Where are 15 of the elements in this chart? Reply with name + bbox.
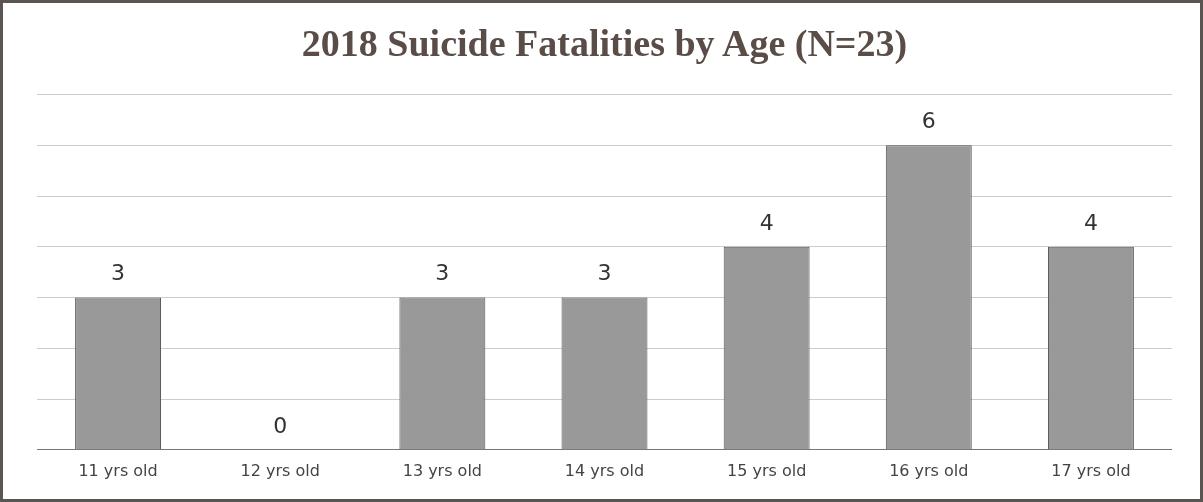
x-tick-label: 15 yrs old [726,460,807,480]
data-label: 3 [597,260,612,286]
data-label: 3 [111,260,126,286]
data-label: 4 [1083,209,1098,235]
x-tick-label: 13 yrs old [402,460,483,480]
data-label: 4 [759,209,774,235]
x-tick-label: 17 yrs old [1051,460,1131,480]
x-tick-label: 14 yrs old [564,460,645,480]
data-label: 0 [273,412,288,438]
x-tick-label: 16 yrs old [889,460,969,480]
chart-title: 2018 Suicide Fatalities by Age (N=23) [301,21,908,65]
data-label: 6 [921,108,936,134]
x-tick-label: 11 yrs old [78,460,158,480]
data-label: 3 [435,260,450,286]
x-tick-label: 12 yrs old [240,460,320,480]
